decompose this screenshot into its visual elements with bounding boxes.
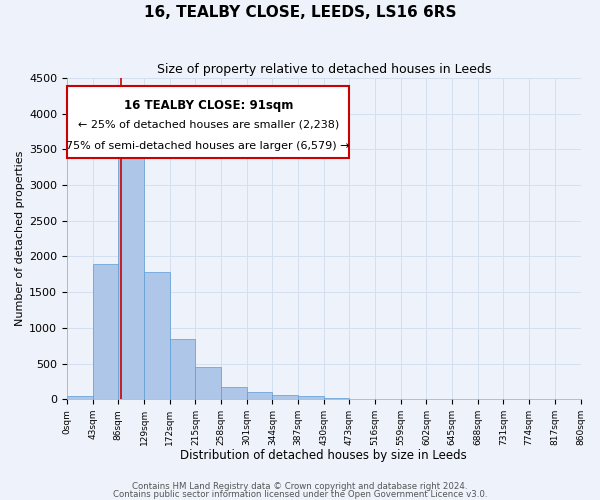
Text: 75% of semi-detached houses are larger (6,579) →: 75% of semi-detached houses are larger (…	[67, 140, 350, 150]
Bar	[324, 398, 349, 399]
Text: Contains HM Land Registry data © Crown copyright and database right 2024.: Contains HM Land Registry data © Crown c…	[132, 482, 468, 491]
Bar	[144, 272, 170, 399]
Bar	[298, 396, 324, 399]
Bar	[196, 367, 221, 399]
Y-axis label: Number of detached properties: Number of detached properties	[15, 151, 25, 326]
Bar	[92, 264, 118, 399]
FancyBboxPatch shape	[67, 86, 349, 158]
X-axis label: Distribution of detached houses by size in Leeds: Distribution of detached houses by size …	[181, 450, 467, 462]
Bar	[221, 388, 247, 399]
Bar	[118, 150, 144, 399]
Text: 16, TEALBY CLOSE, LEEDS, LS16 6RS: 16, TEALBY CLOSE, LEEDS, LS16 6RS	[144, 5, 456, 20]
Bar	[247, 392, 272, 399]
Bar	[272, 395, 298, 399]
Text: 16 TEALBY CLOSE: 91sqm: 16 TEALBY CLOSE: 91sqm	[124, 99, 293, 112]
Title: Size of property relative to detached houses in Leeds: Size of property relative to detached ho…	[157, 62, 491, 76]
Text: Contains public sector information licensed under the Open Government Licence v3: Contains public sector information licen…	[113, 490, 487, 499]
Text: ← 25% of detached houses are smaller (2,238): ← 25% of detached houses are smaller (2,…	[77, 120, 339, 130]
Bar	[170, 338, 196, 399]
Bar	[67, 396, 92, 399]
